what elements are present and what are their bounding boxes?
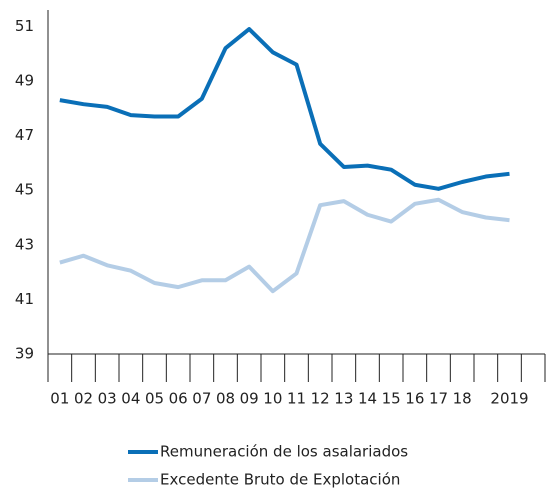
x-tick-label: 08 bbox=[216, 390, 235, 408]
legend-label: Excedente Bruto de Explotación bbox=[160, 471, 400, 489]
y-tick-label: 51 bbox=[15, 17, 34, 35]
x-tick-label: 18 bbox=[453, 390, 472, 408]
x-tick-label: 10 bbox=[263, 390, 282, 408]
x-tick-label: 15 bbox=[382, 390, 401, 408]
y-tick-label: 49 bbox=[15, 71, 34, 89]
x-tick-label: 04 bbox=[121, 390, 140, 408]
x-tick-label: 14 bbox=[358, 390, 377, 408]
x-tick-label: 06 bbox=[169, 390, 188, 408]
legend-label: Remuneración de los asalariados bbox=[160, 443, 408, 461]
y-tick-label: 39 bbox=[15, 345, 34, 363]
y-tick-label: 45 bbox=[15, 181, 34, 199]
x-tick-label: 09 bbox=[240, 390, 259, 408]
x-tick-label: 02 bbox=[74, 390, 93, 408]
y-tick-label: 47 bbox=[15, 126, 34, 144]
x-tick-label: 2019 bbox=[490, 390, 528, 408]
series-line bbox=[59, 27, 510, 191]
series-line bbox=[59, 197, 510, 294]
x-tick-label: 16 bbox=[405, 390, 424, 408]
x-tick-label: 01 bbox=[50, 390, 69, 408]
x-tick-label: 13 bbox=[334, 390, 353, 408]
x-tick-label: 12 bbox=[311, 390, 330, 408]
x-tick-label: 05 bbox=[145, 390, 164, 408]
x-tick-label: 17 bbox=[429, 390, 448, 408]
y-tick-label: 41 bbox=[15, 290, 34, 308]
x-tick-label: 03 bbox=[98, 390, 117, 408]
x-tick-label: 07 bbox=[192, 390, 211, 408]
x-tick-label: 11 bbox=[287, 390, 306, 408]
y-tick-label: 43 bbox=[15, 235, 34, 253]
